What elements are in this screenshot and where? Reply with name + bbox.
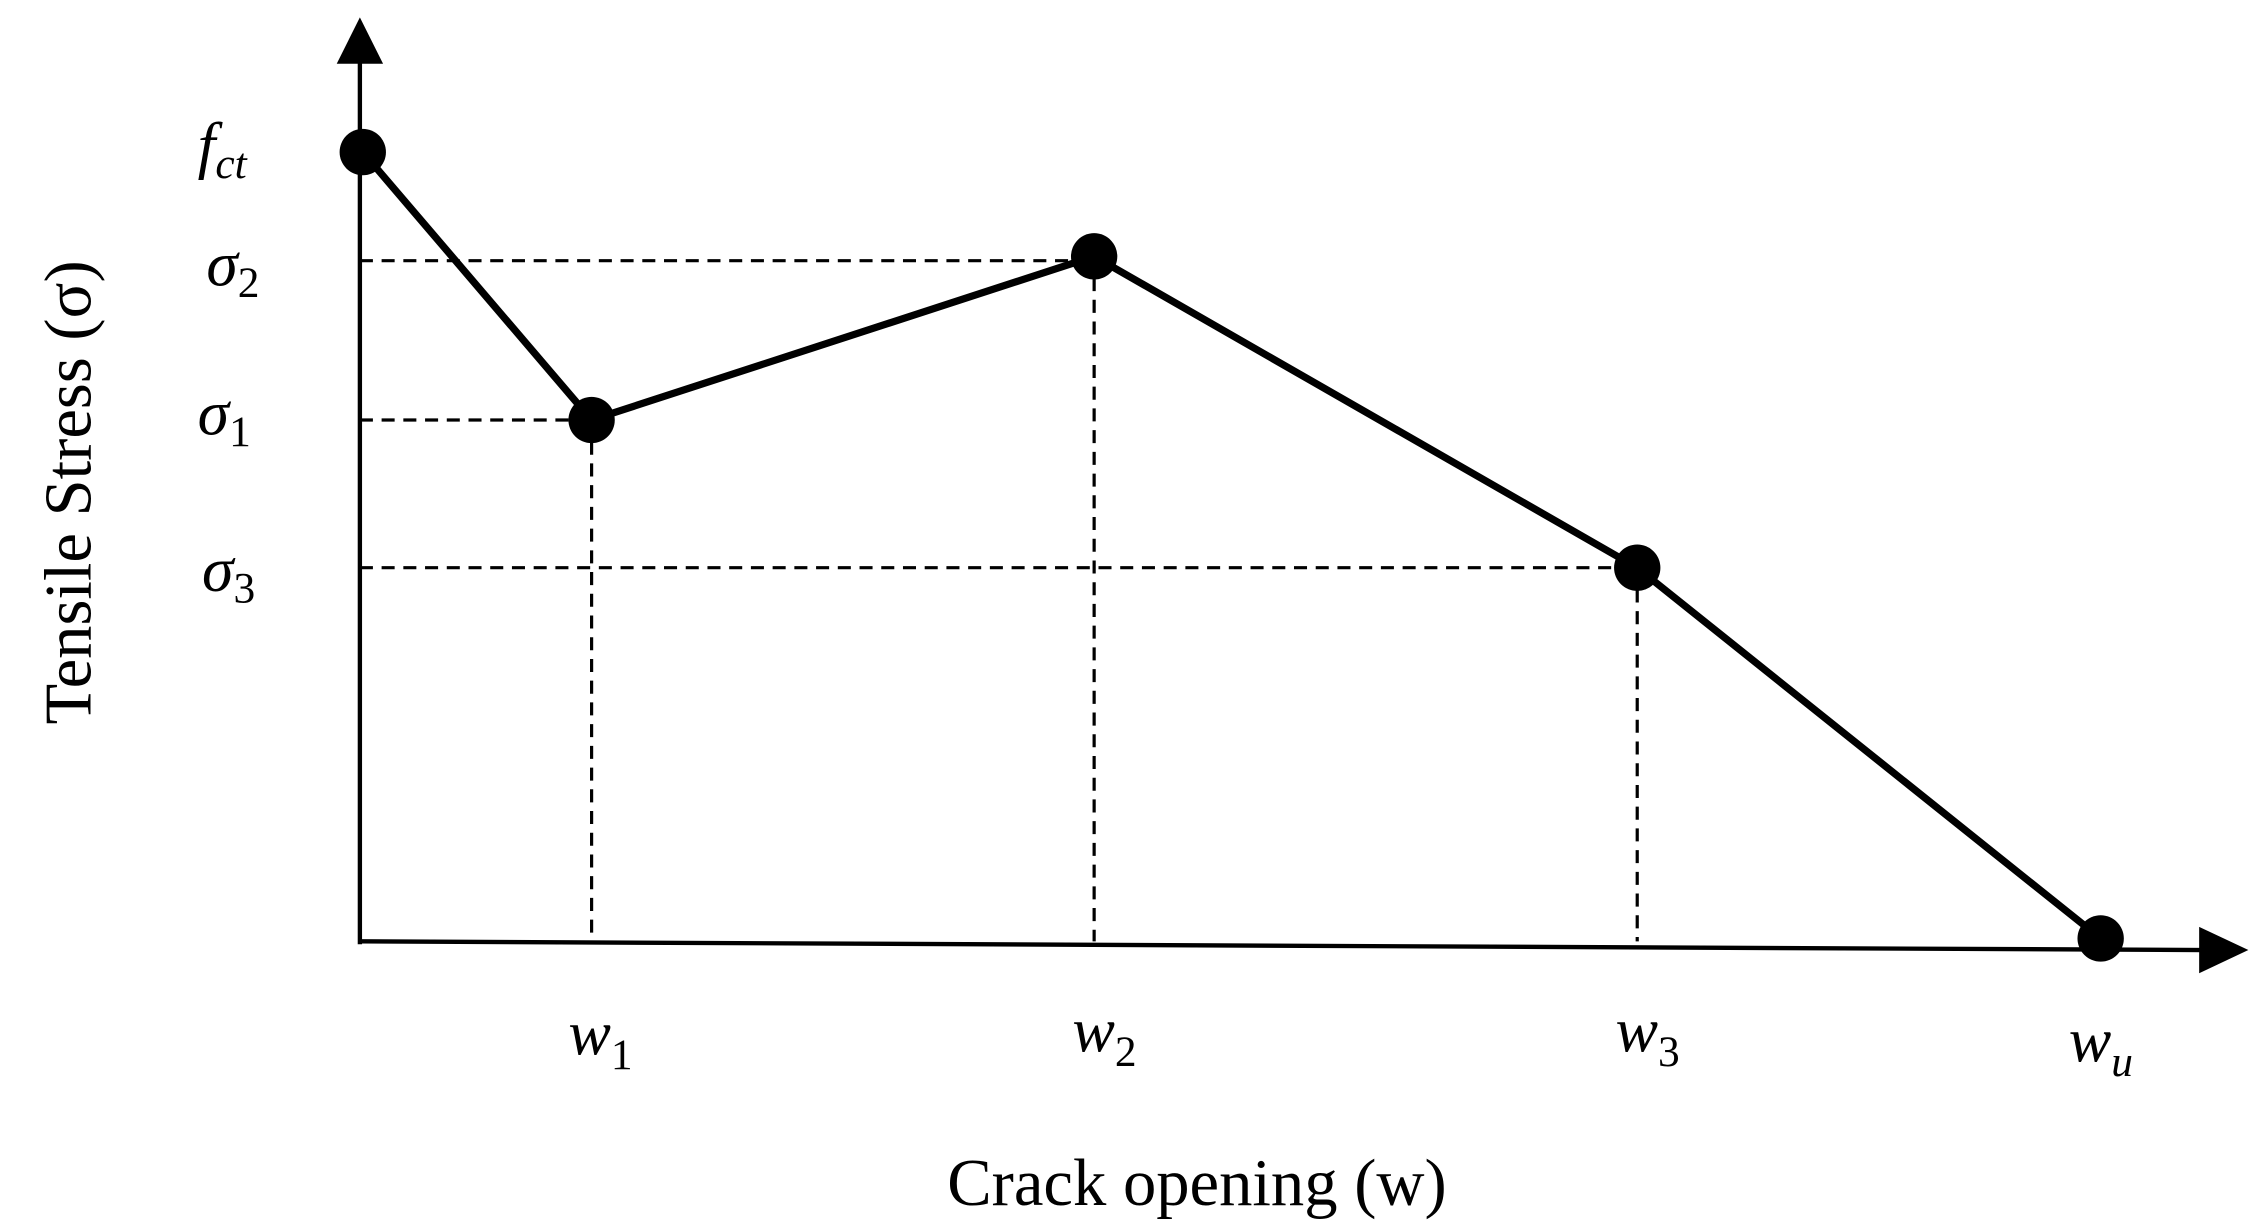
x-axis xyxy=(358,939,2205,953)
subscript: 1 xyxy=(611,1031,633,1079)
point xyxy=(1070,233,1118,280)
subscript: 2 xyxy=(1115,1028,1137,1076)
y-label: σ3 xyxy=(202,534,255,613)
x-label: wu xyxy=(2069,1005,2133,1086)
subscript: 2 xyxy=(238,259,260,307)
symbol: w xyxy=(568,997,611,1068)
guide-lines xyxy=(359,256,1639,942)
symbol: σ xyxy=(198,377,232,448)
y-label: σ1 xyxy=(198,377,251,456)
y-axis-title: Tensile Stress (σ) xyxy=(33,260,106,724)
x-label: w3 xyxy=(1616,994,1680,1075)
symbol: w xyxy=(1616,994,1659,1065)
x-label: w1 xyxy=(568,997,632,1078)
x-axis-title: Crack opening (w) xyxy=(947,1147,1446,1220)
subscript: ct xyxy=(215,140,247,188)
y-label: fct xyxy=(198,110,248,189)
points xyxy=(339,128,2124,962)
subscript: 3 xyxy=(1658,1028,1680,1076)
point xyxy=(339,128,386,176)
softening-curve xyxy=(360,149,2103,942)
subscript: 1 xyxy=(229,408,251,456)
y-label: σ2 xyxy=(206,228,259,307)
symbol: w xyxy=(2069,1005,2112,1076)
symbol: σ xyxy=(206,228,240,299)
point xyxy=(2077,915,2124,962)
x-label: w2 xyxy=(1072,994,1136,1075)
symbol: σ xyxy=(202,534,236,605)
y-arrow xyxy=(336,17,384,64)
subscript: 3 xyxy=(233,564,255,612)
symbol: w xyxy=(1072,994,1115,1065)
point xyxy=(1614,544,1661,591)
subscript: u xyxy=(2111,1038,2133,1086)
x-arrow xyxy=(2199,926,2249,974)
point xyxy=(568,396,615,444)
